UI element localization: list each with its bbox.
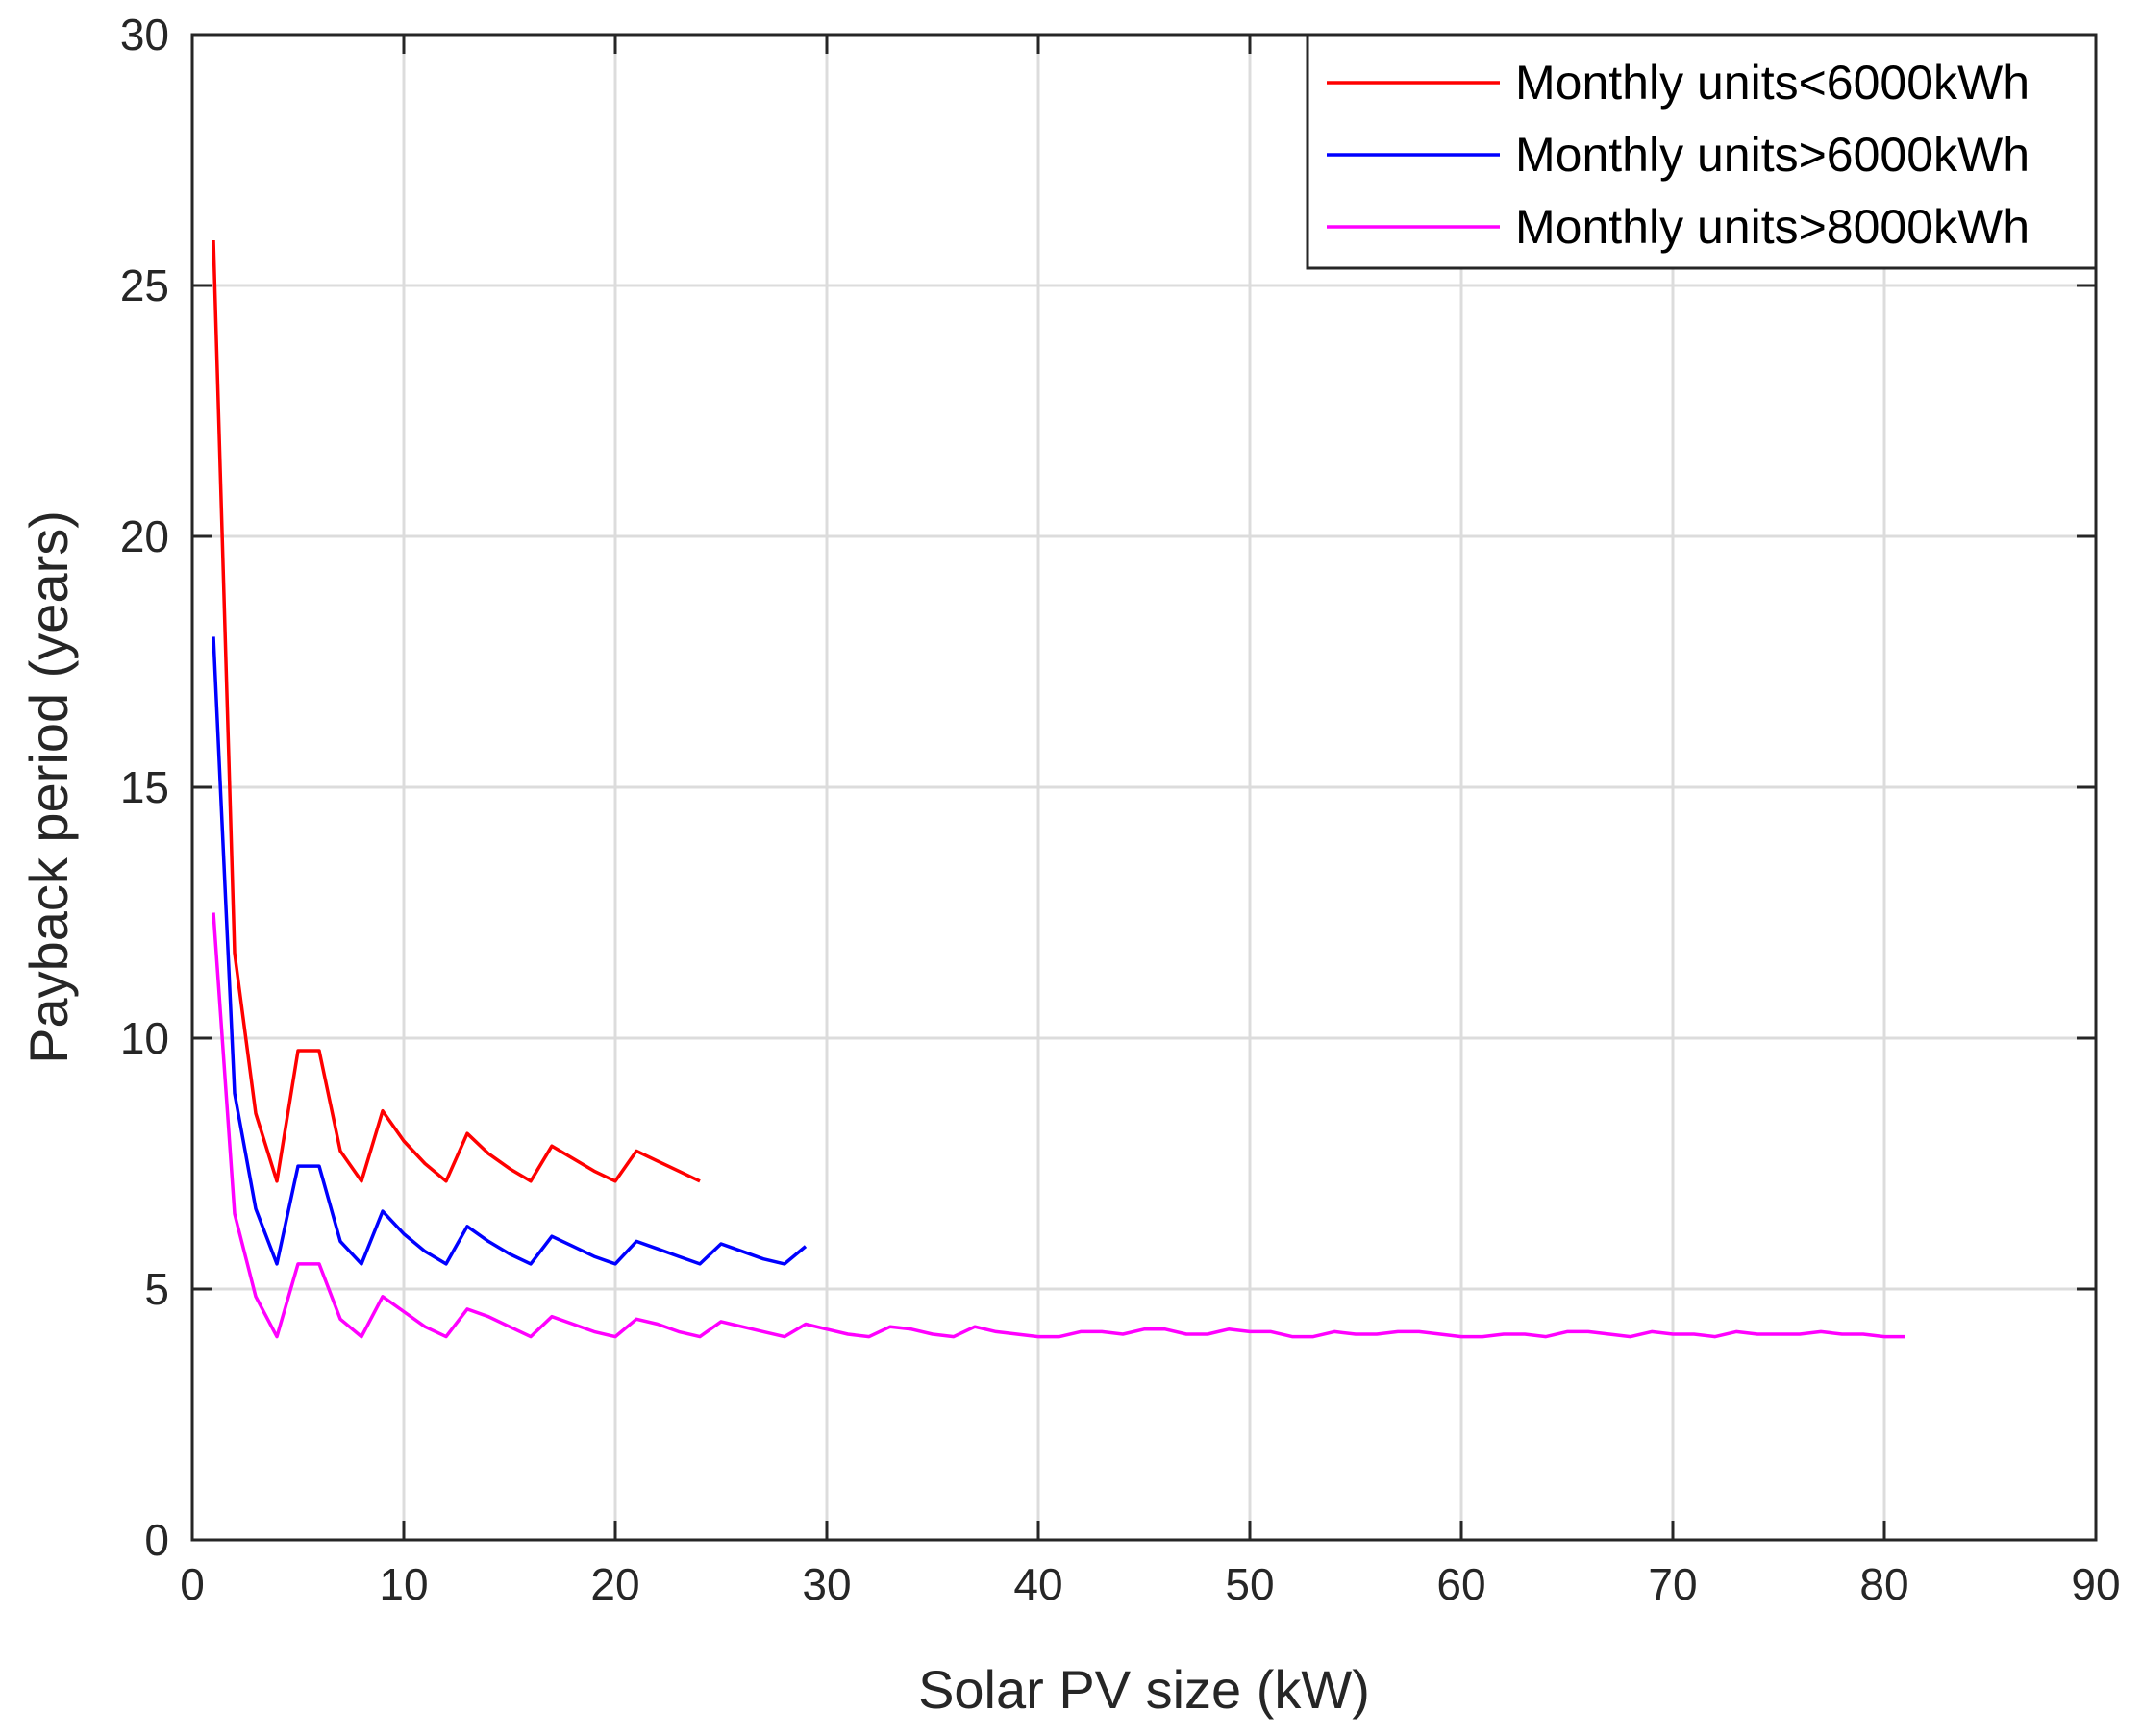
- x-axis-title: Solar PV size (kW): [918, 1659, 1370, 1720]
- legend-label-1: Monthly units<6000kWh: [1515, 56, 2030, 110]
- y-tick-label: 20: [120, 511, 169, 561]
- x-tick-label: 90: [2071, 1559, 2120, 1609]
- legend-label-2: Monthly units>6000kWh: [1515, 128, 2030, 182]
- x-tick-label: 0: [180, 1559, 205, 1609]
- y-tick-labels: 0 5 10 15 20 25 30: [120, 10, 169, 1565]
- series-lines: [212, 239, 1905, 1339]
- legend-label-3: Monthly units>8000kWh: [1515, 200, 2030, 254]
- legend-entries: Monthly units<6000kWh Monthly units>6000k…: [1327, 56, 2030, 254]
- y-tick-label: 15: [120, 762, 169, 812]
- x-tick-label: 80: [1859, 1559, 1908, 1609]
- x-tick-label: 50: [1225, 1559, 1274, 1609]
- grid-lines: [192, 35, 2096, 1540]
- x-tick-label: 10: [379, 1559, 428, 1609]
- series-line-2: [212, 636, 808, 1266]
- x-tick-labels: 0 10 20 30 40 50 60 70 80 90: [180, 1559, 2120, 1609]
- y-tick-label: 0: [144, 1515, 169, 1565]
- x-tick-label: 40: [1013, 1559, 1062, 1609]
- legend-box: [1306, 33, 2098, 270]
- legend: Monthly units<6000kWh Monthly units>6000k…: [1306, 33, 2098, 270]
- y-tick-label: 5: [144, 1264, 169, 1314]
- x-tick-label: 60: [1436, 1559, 1485, 1609]
- series-line-3: [212, 912, 1905, 1339]
- y-axis-title: Payback period (years): [18, 510, 79, 1064]
- x-tick-label: 70: [1648, 1559, 1697, 1609]
- y-tick-label: 30: [120, 10, 169, 60]
- x-tick-label: 30: [802, 1559, 851, 1609]
- series-line-1: [212, 239, 701, 1183]
- y-tick-label: 25: [120, 260, 169, 310]
- y-tick-label: 10: [120, 1013, 169, 1063]
- x-tick-label: 20: [590, 1559, 639, 1609]
